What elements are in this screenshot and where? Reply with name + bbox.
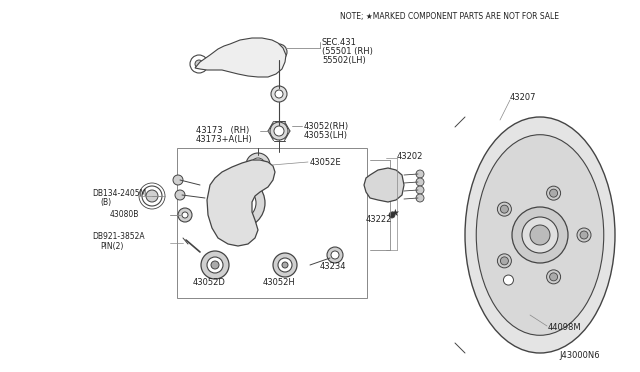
Bar bbox=[177, 148, 367, 298]
Circle shape bbox=[504, 275, 513, 285]
Circle shape bbox=[146, 190, 158, 202]
Circle shape bbox=[173, 175, 183, 185]
Circle shape bbox=[416, 170, 424, 178]
Circle shape bbox=[550, 273, 557, 281]
Text: NOTE; ★MARKED COMPONENT PARTS ARE NOT FOR SALE: NOTE; ★MARKED COMPONENT PARTS ARE NOT FO… bbox=[340, 12, 559, 21]
Text: 43052(RH): 43052(RH) bbox=[304, 122, 349, 131]
Circle shape bbox=[278, 258, 292, 272]
Text: 43052E: 43052E bbox=[310, 158, 342, 167]
Circle shape bbox=[224, 187, 256, 219]
Text: 44098M: 44098M bbox=[548, 323, 582, 332]
Text: 43173   (RH): 43173 (RH) bbox=[196, 126, 249, 135]
Circle shape bbox=[547, 270, 561, 284]
Circle shape bbox=[380, 181, 390, 191]
Circle shape bbox=[275, 48, 283, 56]
Circle shape bbox=[497, 202, 511, 216]
Text: PIN(2): PIN(2) bbox=[100, 242, 124, 251]
Circle shape bbox=[416, 186, 424, 194]
Circle shape bbox=[547, 186, 561, 200]
Circle shape bbox=[274, 126, 284, 136]
Polygon shape bbox=[195, 38, 286, 77]
Text: 43173+A(LH): 43173+A(LH) bbox=[196, 135, 253, 144]
Text: DB134-2405M: DB134-2405M bbox=[92, 189, 147, 198]
Polygon shape bbox=[364, 168, 404, 202]
Text: 43222: 43222 bbox=[366, 215, 392, 224]
Circle shape bbox=[271, 44, 287, 60]
Circle shape bbox=[142, 186, 162, 206]
Ellipse shape bbox=[476, 135, 604, 335]
Circle shape bbox=[416, 178, 424, 186]
Circle shape bbox=[376, 177, 394, 195]
Circle shape bbox=[271, 86, 287, 102]
Text: 43080B: 43080B bbox=[110, 210, 140, 219]
Text: 55502(LH): 55502(LH) bbox=[322, 56, 365, 65]
Circle shape bbox=[389, 212, 395, 218]
Text: ★: ★ bbox=[390, 208, 399, 218]
Circle shape bbox=[371, 172, 399, 200]
Circle shape bbox=[207, 257, 223, 273]
Circle shape bbox=[500, 257, 508, 265]
Circle shape bbox=[182, 212, 188, 218]
Circle shape bbox=[246, 153, 270, 177]
Circle shape bbox=[190, 55, 208, 73]
Text: 43202: 43202 bbox=[397, 152, 424, 161]
Text: SEC.431: SEC.431 bbox=[322, 38, 357, 47]
Circle shape bbox=[497, 254, 511, 268]
Circle shape bbox=[512, 207, 568, 263]
Circle shape bbox=[175, 190, 185, 200]
Text: (55501 (RH): (55501 (RH) bbox=[322, 47, 373, 56]
Circle shape bbox=[500, 205, 508, 213]
Circle shape bbox=[530, 225, 550, 245]
Circle shape bbox=[215, 178, 265, 228]
Text: 43052D: 43052D bbox=[193, 278, 226, 287]
Text: 43053(LH): 43053(LH) bbox=[304, 131, 348, 140]
Circle shape bbox=[270, 122, 288, 140]
Text: J43000N6: J43000N6 bbox=[559, 351, 600, 360]
Circle shape bbox=[201, 251, 229, 279]
Circle shape bbox=[273, 253, 297, 277]
Ellipse shape bbox=[465, 117, 615, 353]
Circle shape bbox=[232, 195, 248, 211]
Polygon shape bbox=[207, 160, 275, 246]
Text: 43234: 43234 bbox=[320, 262, 346, 271]
Text: DB921-3852A: DB921-3852A bbox=[92, 232, 145, 241]
Circle shape bbox=[327, 247, 343, 263]
Text: (B): (B) bbox=[100, 198, 111, 207]
Circle shape bbox=[275, 90, 283, 98]
Circle shape bbox=[178, 208, 192, 222]
Circle shape bbox=[522, 217, 558, 253]
Circle shape bbox=[195, 60, 203, 68]
Text: 43207: 43207 bbox=[510, 93, 536, 102]
Circle shape bbox=[577, 228, 591, 242]
Circle shape bbox=[251, 158, 265, 172]
Text: 43052H: 43052H bbox=[263, 278, 296, 287]
Circle shape bbox=[580, 231, 588, 239]
Circle shape bbox=[282, 262, 288, 268]
Circle shape bbox=[416, 194, 424, 202]
Circle shape bbox=[331, 251, 339, 259]
Circle shape bbox=[550, 189, 557, 197]
Circle shape bbox=[211, 261, 219, 269]
